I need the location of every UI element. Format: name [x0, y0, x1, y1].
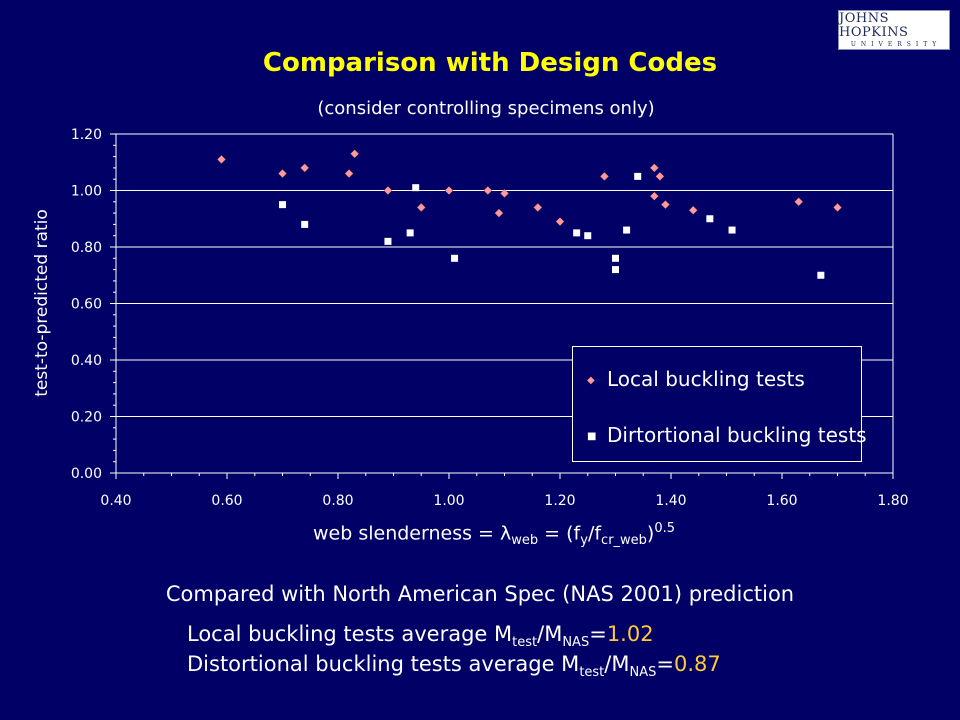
- local-buckling-point: [600, 172, 609, 181]
- scatter-chart: 0.00 0.20 0.40 0.60 0.80 1.00 1.20 0.40 0.60 0.8…: [71, 127, 909, 509]
- x-tick-labels: 0.40 0.60 0.80 1.00 1.20 1.40 1.60 1.80: [100, 493, 908, 509]
- x-axis-label: web slenderness = λweb = (fy/fcr_web)0.5: [313, 521, 675, 548]
- university-logo: JOHNS HOPKINS UNIVERSITY: [838, 10, 950, 50]
- local-buckling-point: [649, 191, 659, 201]
- local-buckling-point: [661, 200, 670, 209]
- local-buckling-point: [533, 203, 543, 212]
- local-avg-eq: =: [589, 622, 607, 646]
- legend-item-distortional: ■ Dirtortional buckling tests: [587, 423, 867, 447]
- xlabel-fy-sub: y: [580, 533, 588, 549]
- local-buckling-point: [350, 149, 360, 159]
- x-tick-label: 1.00: [433, 493, 464, 509]
- xlabel-fcr-sub: cr_web: [601, 533, 647, 549]
- y-axis-label: test-to-predicted ratio: [32, 209, 52, 397]
- local-average-line: Local buckling tests average Mtest/MNAS=…: [187, 622, 654, 650]
- y-tick-label: 1.00: [71, 184, 102, 200]
- distortional-average-line: Distortional buckling tests average Mtes…: [187, 652, 721, 680]
- dist-avg-slash: /M: [604, 652, 630, 676]
- distortional-buckling-point: [279, 201, 286, 209]
- y-tick-label: 0.00: [71, 466, 102, 482]
- y-tick-label: 0.20: [71, 410, 102, 426]
- legend-local-label: Local buckling tests: [607, 367, 805, 391]
- y-tick-label: 0.40: [71, 353, 102, 369]
- xlabel-lambda: λ: [500, 522, 512, 545]
- local-buckling-point: [416, 203, 426, 212]
- x-tick-label: 1.40: [655, 493, 686, 509]
- diamond-marker-icon: ◆: [587, 375, 595, 386]
- distortional-buckling-point: [728, 226, 736, 234]
- distortional-buckling-point: [301, 220, 309, 228]
- dist-avg-eq: =: [656, 652, 674, 676]
- comparison-heading: Compared with North American Spec (NAS 2…: [165, 582, 795, 606]
- x-tick-label: 1.20: [544, 493, 575, 509]
- logo-line2: UNIVERSITY: [850, 40, 942, 48]
- local-buckling-point: [300, 163, 310, 173]
- local-buckling-point: [344, 169, 354, 178]
- distortional-buckling-point: [451, 254, 459, 262]
- local-buckling-point: [500, 188, 509, 198]
- local-avg-sub2: NAS: [562, 635, 590, 651]
- local-buckling-point: [217, 155, 226, 164]
- xlabel-close: ): [646, 522, 655, 545]
- dist-avg-sub2: NAS: [629, 665, 657, 681]
- local-avg-prefix: Local buckling tests average M: [187, 622, 513, 646]
- distortional-buckling-point: [584, 232, 592, 240]
- local-buckling-point: [555, 217, 565, 226]
- local-buckling-point: [444, 186, 454, 195]
- distortional-buckling-point: [384, 237, 392, 245]
- distortional-buckling-point: [817, 271, 825, 279]
- logo-line1: JOHNS HOPKINS: [839, 10, 909, 40]
- chart-legend: ◆ Local buckling tests ■ Dirtortional buck…: [572, 346, 867, 462]
- local-buckling-point: [794, 197, 804, 207]
- y-tick-label: 0.80: [71, 240, 102, 256]
- local-avg-slash: /M: [537, 622, 563, 646]
- xlabel-exponent: 0.5: [654, 521, 676, 536]
- local-buckling-point: [278, 169, 287, 178]
- xlabel-base: web slenderness =: [313, 522, 500, 545]
- distortional-buckling-point: [634, 172, 642, 180]
- x-tick-label: 0.60: [211, 493, 242, 509]
- tick-marks: [110, 133, 894, 479]
- distortional-buckling-point: [612, 266, 619, 274]
- dist-avg-value: 0.87: [673, 652, 721, 676]
- data-points: [217, 149, 842, 279]
- distortional-buckling-point: [612, 254, 619, 262]
- y-tick-label: 0.60: [71, 297, 102, 313]
- xlabel-lambda-sub: web: [511, 533, 539, 549]
- y-tick-labels: 0.00 0.20 0.40 0.60 0.80 1.00 1.20: [71, 127, 102, 482]
- local-buckling-point: [655, 172, 665, 181]
- local-avg-value: 1.02: [606, 622, 654, 646]
- x-tick-label: 1.60: [766, 493, 797, 509]
- xlabel-slash: /f: [587, 522, 602, 545]
- distortional-buckling-point: [573, 229, 581, 237]
- y-tick-label: 1.20: [71, 127, 102, 143]
- x-tick-label: 0.80: [322, 493, 353, 509]
- dist-avg-prefix: Distortional buckling tests average M: [187, 652, 580, 676]
- x-tick-label: 0.40: [100, 493, 131, 509]
- distortional-buckling-point: [706, 215, 714, 223]
- distortional-buckling-point: [412, 184, 420, 192]
- distortional-buckling-point: [623, 226, 631, 234]
- distortional-buckling-point: [406, 229, 414, 237]
- local-buckling-point: [494, 208, 504, 218]
- legend-distortional-label: Dirtortional buckling tests: [607, 423, 867, 447]
- legend-item-local: ◆ Local buckling tests: [587, 367, 805, 391]
- slide-subtitle: (consider controlling specimens only): [317, 98, 655, 119]
- square-marker-icon: ■: [587, 431, 597, 442]
- dist-avg-sub1: test: [579, 665, 605, 681]
- x-tick-label: 1.80: [877, 493, 908, 509]
- local-buckling-point: [688, 205, 698, 215]
- slide-title: Comparison with Design Codes: [262, 48, 718, 78]
- local-buckling-point: [833, 203, 842, 212]
- local-buckling-point: [649, 163, 659, 173]
- local-buckling-point: [483, 186, 493, 195]
- xlabel-mid: = (f: [538, 522, 581, 545]
- local-buckling-point: [383, 186, 393, 195]
- local-avg-sub1: test: [512, 635, 538, 651]
